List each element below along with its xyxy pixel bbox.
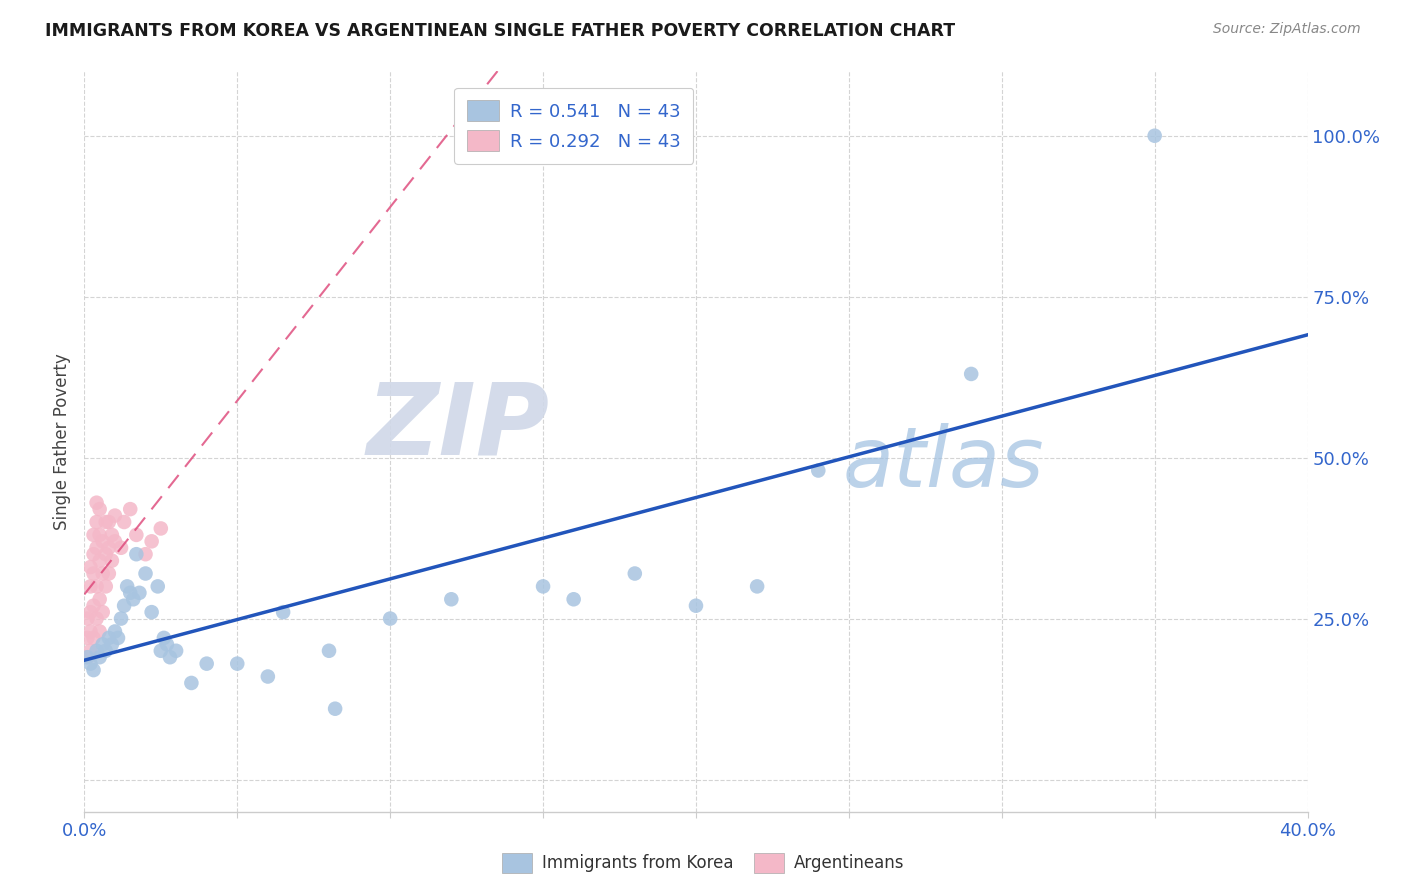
Point xyxy=(83,599,105,613)
Point xyxy=(83,663,105,677)
Point xyxy=(86,611,108,625)
Text: atlas: atlas xyxy=(842,423,1045,504)
Point xyxy=(323,702,346,716)
Point xyxy=(180,676,202,690)
Point xyxy=(86,541,108,555)
Point xyxy=(141,534,163,549)
Text: IMMIGRANTS FROM KOREA VS ARGENTINEAN SINGLE FATHER POVERTY CORRELATION CHART: IMMIGRANTS FROM KOREA VS ARGENTINEAN SIN… xyxy=(45,22,955,40)
Point xyxy=(79,624,101,639)
Point xyxy=(195,657,218,671)
Point xyxy=(83,547,105,561)
Point xyxy=(685,599,707,613)
Point xyxy=(120,502,142,516)
Point xyxy=(104,624,127,639)
Point xyxy=(165,644,187,658)
Point xyxy=(156,637,179,651)
Point xyxy=(153,631,176,645)
Point xyxy=(104,508,127,523)
Point xyxy=(146,579,169,593)
Point xyxy=(89,592,111,607)
Point xyxy=(79,657,101,671)
Point xyxy=(110,611,132,625)
Point xyxy=(89,502,111,516)
Point xyxy=(141,605,163,619)
Point xyxy=(120,586,142,600)
Point xyxy=(79,605,101,619)
Point xyxy=(110,541,132,555)
Point xyxy=(624,566,647,581)
Point xyxy=(440,592,463,607)
Point xyxy=(97,541,120,555)
Point xyxy=(97,631,120,645)
Point xyxy=(79,644,101,658)
Point xyxy=(97,515,120,529)
Point xyxy=(83,631,105,645)
Point xyxy=(122,592,145,607)
Point xyxy=(531,579,554,593)
Point xyxy=(94,515,117,529)
Point xyxy=(125,528,148,542)
Point xyxy=(79,579,101,593)
Point xyxy=(807,463,830,477)
Point xyxy=(91,566,114,581)
Point xyxy=(91,637,114,651)
Text: Source: ZipAtlas.com: Source: ZipAtlas.com xyxy=(1213,22,1361,37)
Point xyxy=(318,644,340,658)
Point xyxy=(89,554,111,568)
Point xyxy=(86,579,108,593)
Point xyxy=(128,586,150,600)
Point xyxy=(76,611,98,625)
Point xyxy=(89,528,111,542)
Point xyxy=(79,560,101,574)
Point xyxy=(101,637,124,651)
Point xyxy=(135,547,157,561)
Legend: R = 0.541   N = 43, R = 0.292   N = 43: R = 0.541 N = 43, R = 0.292 N = 43 xyxy=(454,87,693,164)
Point xyxy=(83,528,105,542)
Point xyxy=(112,599,135,613)
Point xyxy=(226,657,249,671)
Point xyxy=(101,528,124,542)
Point xyxy=(257,669,280,683)
Point xyxy=(107,631,129,645)
Point xyxy=(83,566,105,581)
Legend: Immigrants from Korea, Argentineans: Immigrants from Korea, Argentineans xyxy=(495,847,911,880)
Point xyxy=(76,650,98,665)
Point xyxy=(380,611,402,625)
Point xyxy=(94,644,117,658)
Point xyxy=(86,515,108,529)
Point xyxy=(86,644,108,658)
Point xyxy=(76,631,98,645)
Point xyxy=(86,496,108,510)
Point xyxy=(271,605,294,619)
Point xyxy=(101,554,124,568)
Point xyxy=(91,534,114,549)
Point xyxy=(159,650,181,665)
Point xyxy=(115,579,138,593)
Point xyxy=(149,521,172,535)
Point xyxy=(747,579,769,593)
Point xyxy=(1143,128,1166,143)
Y-axis label: Single Father Poverty: Single Father Poverty xyxy=(53,353,72,530)
Point xyxy=(960,367,983,381)
Point xyxy=(149,644,172,658)
Point xyxy=(104,534,127,549)
Point xyxy=(112,515,135,529)
Point xyxy=(91,605,114,619)
Point xyxy=(94,547,117,561)
Point xyxy=(76,650,98,665)
Text: ZIP: ZIP xyxy=(366,378,550,475)
Point xyxy=(125,547,148,561)
Point xyxy=(89,650,111,665)
Point xyxy=(135,566,157,581)
Point xyxy=(97,566,120,581)
Point xyxy=(94,579,117,593)
Point xyxy=(89,624,111,639)
Point xyxy=(562,592,585,607)
